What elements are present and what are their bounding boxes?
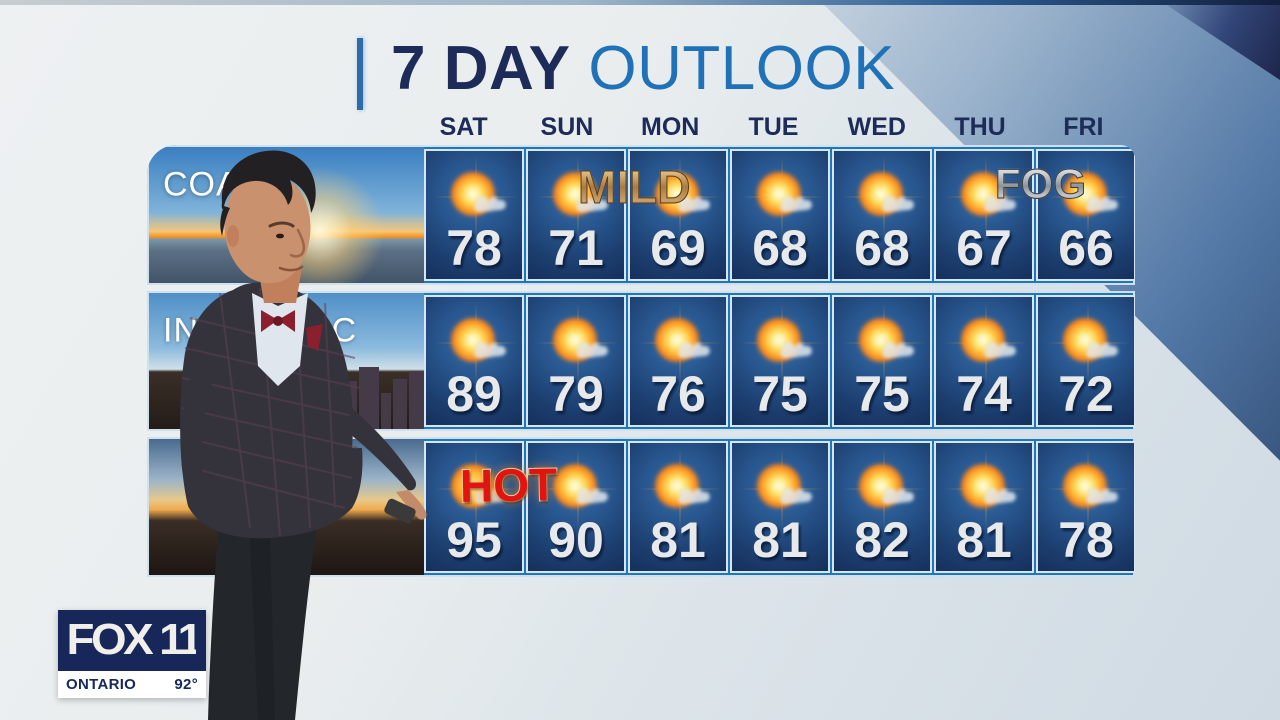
svg-text:FOX: FOX [68,619,154,663]
svg-text:11: 11 [159,619,196,663]
